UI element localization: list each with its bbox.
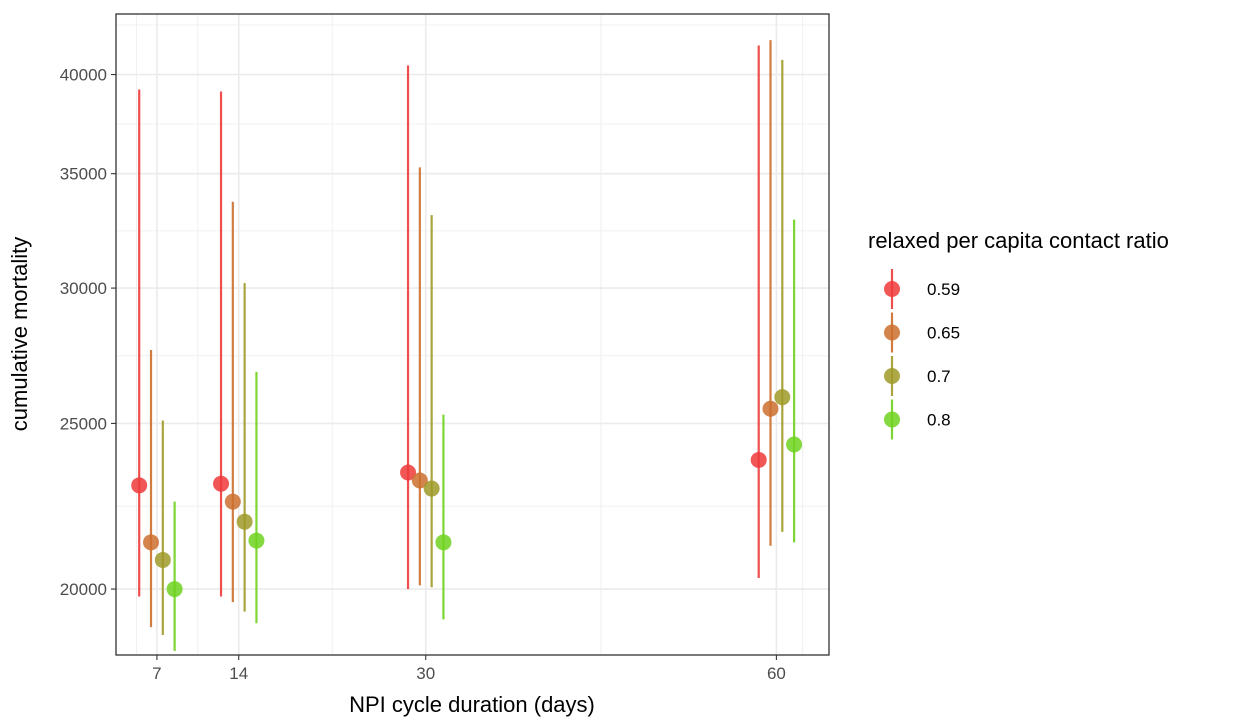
point-0.59 xyxy=(750,451,767,468)
y-tick-label: 25000 xyxy=(60,414,107,433)
y-axis-title: cumulative mortality xyxy=(7,237,32,431)
legend-key-point-0.65 xyxy=(884,324,900,341)
point-0.65 xyxy=(143,534,160,551)
x-tick-label: 14 xyxy=(229,664,248,683)
point-0.65 xyxy=(762,400,779,417)
x-tick-label: 60 xyxy=(767,664,786,683)
plot-panel xyxy=(116,14,829,655)
legend-title: relaxed per capita contact ratio xyxy=(868,228,1169,253)
x-tick-label: 7 xyxy=(152,664,161,683)
x-tick-label: 30 xyxy=(416,664,435,683)
point-0.59 xyxy=(213,475,230,492)
point-0.8 xyxy=(166,581,183,598)
plot-border xyxy=(115,13,830,656)
legend-key-point-0.59 xyxy=(884,281,900,297)
y-tick-label: 40000 xyxy=(60,66,107,85)
legend-label-0.8: 0.8 xyxy=(927,411,951,430)
y-tick-label: 30000 xyxy=(60,279,107,298)
legend-label-0.59: 0.59 xyxy=(927,280,960,299)
legend: relaxed per capita contact ratio 0.59 0.6… xyxy=(868,228,1169,440)
point-0.8 xyxy=(248,532,265,549)
point-0.59 xyxy=(131,477,148,494)
legend-key-point-0.7 xyxy=(884,368,900,384)
axes: 7 14 30 60 20000 25000 30000 35000 40000 xyxy=(60,66,786,683)
legend-label-0.65: 0.65 xyxy=(927,324,960,343)
marks xyxy=(131,40,803,651)
point-0.7 xyxy=(236,513,253,530)
point-0.7 xyxy=(423,480,440,497)
point-0.7 xyxy=(774,389,791,406)
point-0.59 xyxy=(400,464,417,481)
grid-major xyxy=(116,14,829,655)
point-0.8 xyxy=(435,534,452,551)
x-axis-title: NPI cycle duration (days) xyxy=(349,692,595,717)
legend-label-0.7: 0.7 xyxy=(927,367,951,386)
legend-key-point-0.8 xyxy=(884,411,900,428)
point-0.65 xyxy=(411,472,428,489)
y-tick-label: 35000 xyxy=(60,165,107,184)
y-tick-label: 20000 xyxy=(60,580,107,599)
point-0.65 xyxy=(224,493,241,510)
point-0.8 xyxy=(786,436,803,453)
point-0.7 xyxy=(154,551,171,568)
